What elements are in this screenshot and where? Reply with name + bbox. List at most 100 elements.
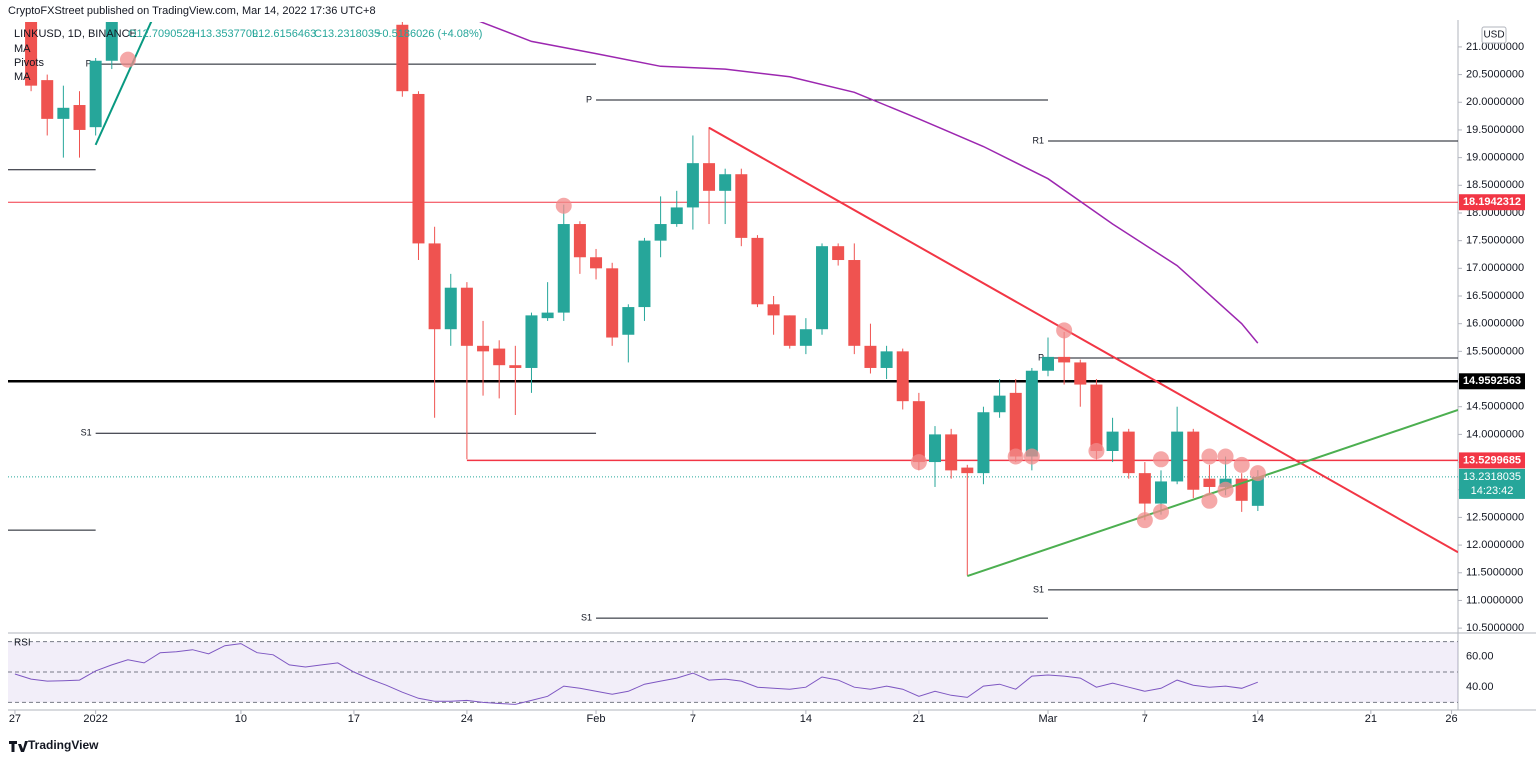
pivot-label: S1: [81, 428, 92, 438]
indicator: Pivots: [14, 57, 44, 69]
ohlc-close: C13.2318035: [314, 28, 380, 40]
candle-body: [945, 434, 958, 471]
indicator: MA: [14, 71, 31, 83]
y-tick-label: 16.5000000: [1466, 290, 1524, 302]
y-tick-label: 20.0000000: [1466, 96, 1524, 108]
highlight-marker: [555, 197, 572, 214]
candle-body: [1171, 431, 1184, 482]
moving-average: [479, 22, 1259, 344]
highlight-marker: [1136, 512, 1153, 529]
candle-body: [1251, 476, 1264, 506]
ohlc-open: O12.7090528: [128, 28, 195, 40]
indicator: MA: [14, 43, 31, 55]
ohlc-low: L12.6156463: [252, 28, 316, 40]
candle-body: [1090, 384, 1103, 451]
candle-body: [493, 348, 506, 366]
trend-line: [94, 22, 153, 146]
level-label-box: [1459, 373, 1525, 390]
candle-body: [654, 224, 667, 241]
candle-body: [509, 365, 522, 368]
y-tick-label: 15.5000000: [1466, 345, 1524, 357]
candle-body: [573, 224, 586, 258]
candle-body: [25, 22, 38, 86]
candle-body: [961, 467, 974, 474]
brand: TradingView: [28, 738, 99, 752]
last-price-label: 13.2318035: [1463, 471, 1521, 483]
level-label: 18.1942312: [1463, 196, 1521, 208]
candle-body: [670, 207, 683, 225]
x-tick-label: 7: [1142, 713, 1148, 725]
highlight-marker: [1249, 465, 1266, 482]
highlight-marker: [1233, 456, 1250, 473]
candle-body: [767, 304, 780, 316]
candle-body: [1042, 356, 1055, 371]
x-tick-label: 17: [348, 713, 360, 725]
trend-line: [708, 126, 1458, 554]
candle-body: [1058, 356, 1071, 363]
rsi-line: [14, 643, 1258, 705]
y-tick-label: 14.0000000: [1466, 428, 1524, 440]
candle-body: [1154, 481, 1167, 504]
y-tick-label: 16.0000000: [1466, 318, 1524, 330]
highlight-marker: [1201, 492, 1218, 509]
level-label: 14.9592563: [1463, 375, 1521, 387]
currency-box: [1481, 26, 1507, 44]
level-label-box: [1459, 452, 1525, 469]
y-tick-label: 14.5000000: [1466, 401, 1524, 413]
x-tick-label: Feb: [587, 713, 606, 725]
y-tick-label: 11.5000000: [1466, 567, 1523, 579]
y-tick-label: 20.5000000: [1466, 68, 1524, 80]
x-tick-label: 21: [1365, 713, 1377, 725]
rsi-tick-label: 60.00: [1466, 651, 1494, 663]
symbol: LINKUSD, 1D, BINANCE: [14, 28, 137, 40]
candle-body: [1025, 370, 1038, 457]
publisher: CryptoFXStreet published on TradingView.…: [8, 5, 376, 17]
currency: USD: [1483, 30, 1504, 41]
candle-body: [89, 60, 102, 128]
candle-body: [977, 412, 990, 474]
y-tick-label: 19.5000000: [1466, 124, 1524, 136]
candle-body: [396, 24, 409, 92]
candle-body: [1106, 431, 1119, 451]
candle-body: [832, 246, 845, 261]
x-tick-label: 14: [1252, 713, 1264, 725]
x-tick-label: 10: [235, 713, 247, 725]
highlight-marker: [1056, 322, 1073, 339]
level-label-box: [1459, 194, 1525, 211]
candle-body: [816, 246, 829, 330]
ohlc-change: +0.5186026 (+4.08%): [376, 28, 482, 40]
pivot-label: S1: [1033, 584, 1044, 594]
candle-body: [622, 307, 635, 335]
y-tick-label: 10.5000000: [1466, 622, 1524, 634]
candle-body: [1009, 392, 1022, 457]
candle-body: [460, 287, 473, 346]
y-tick-label: 19.0000000: [1466, 152, 1524, 164]
candle-body: [896, 351, 909, 402]
candle-body: [541, 312, 554, 319]
candle-body: [41, 80, 54, 119]
highlight-marker: [910, 454, 927, 471]
candle-body: [735, 174, 748, 238]
pivot-label: S1: [581, 613, 592, 623]
pivot-label: R1: [1032, 135, 1044, 145]
candle-body: [1203, 478, 1216, 487]
candle-body: [1138, 473, 1151, 504]
x-tick-label: 21: [913, 713, 925, 725]
x-tick-label: 14: [800, 713, 812, 725]
candle-body: [703, 163, 716, 191]
highlight-marker: [1152, 503, 1169, 520]
pivot-label: P: [1038, 352, 1044, 362]
highlight-marker: [1088, 442, 1105, 459]
countdown: 14:23:42: [1471, 485, 1514, 497]
x-tick-label: Mar: [1039, 713, 1058, 725]
candle-body: [1074, 362, 1087, 385]
pivot-label: P: [86, 58, 92, 68]
candle-body: [993, 395, 1006, 413]
pivot-label: P: [586, 94, 592, 104]
y-tick-label: 17.5000000: [1466, 235, 1524, 247]
candle-body: [525, 315, 538, 368]
x-tick-label: 27: [9, 713, 21, 725]
candle-body: [73, 105, 86, 130]
y-tick-label: 21.0000000: [1466, 41, 1524, 53]
